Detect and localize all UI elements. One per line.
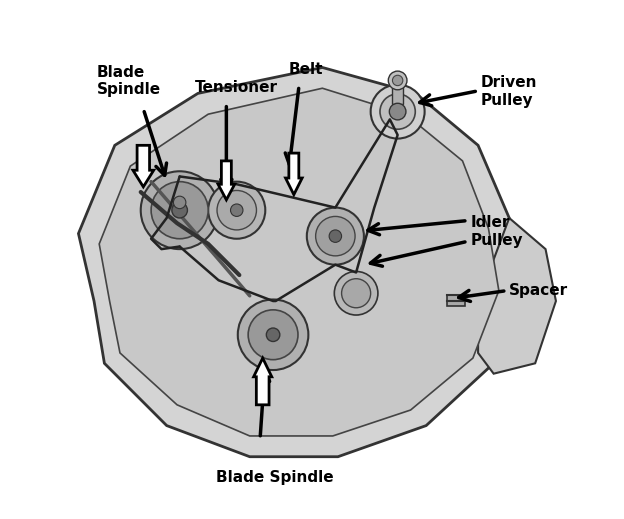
PathPatch shape: [286, 153, 302, 195]
Circle shape: [329, 230, 341, 242]
Circle shape: [217, 190, 256, 230]
Circle shape: [230, 204, 243, 216]
Text: Spacer: Spacer: [509, 283, 568, 298]
Text: Idler
Pulley: Idler Pulley: [470, 215, 523, 248]
Text: Driven
Pulley: Driven Pulley: [480, 75, 537, 107]
PathPatch shape: [253, 358, 272, 405]
Circle shape: [392, 75, 403, 86]
Text: Belt: Belt: [289, 62, 323, 77]
Circle shape: [389, 103, 406, 120]
Circle shape: [172, 202, 187, 218]
Circle shape: [388, 71, 407, 90]
Circle shape: [173, 196, 186, 209]
PathPatch shape: [478, 218, 556, 374]
Circle shape: [248, 310, 298, 360]
Circle shape: [151, 182, 208, 239]
Circle shape: [141, 171, 218, 249]
Circle shape: [380, 94, 416, 129]
PathPatch shape: [99, 88, 499, 436]
PathPatch shape: [218, 161, 235, 200]
Circle shape: [208, 182, 265, 239]
Circle shape: [371, 85, 424, 139]
FancyBboxPatch shape: [447, 295, 465, 306]
Circle shape: [307, 208, 364, 265]
Text: Blade Spindle: Blade Spindle: [216, 470, 334, 485]
Circle shape: [266, 328, 280, 342]
Circle shape: [341, 279, 371, 308]
Circle shape: [316, 216, 355, 256]
FancyBboxPatch shape: [392, 83, 403, 104]
Text: Blade
Spindle: Blade Spindle: [97, 65, 161, 97]
Circle shape: [238, 299, 308, 370]
Circle shape: [334, 271, 378, 315]
Text: Tensioner: Tensioner: [195, 80, 278, 95]
PathPatch shape: [133, 145, 154, 187]
PathPatch shape: [79, 67, 520, 457]
